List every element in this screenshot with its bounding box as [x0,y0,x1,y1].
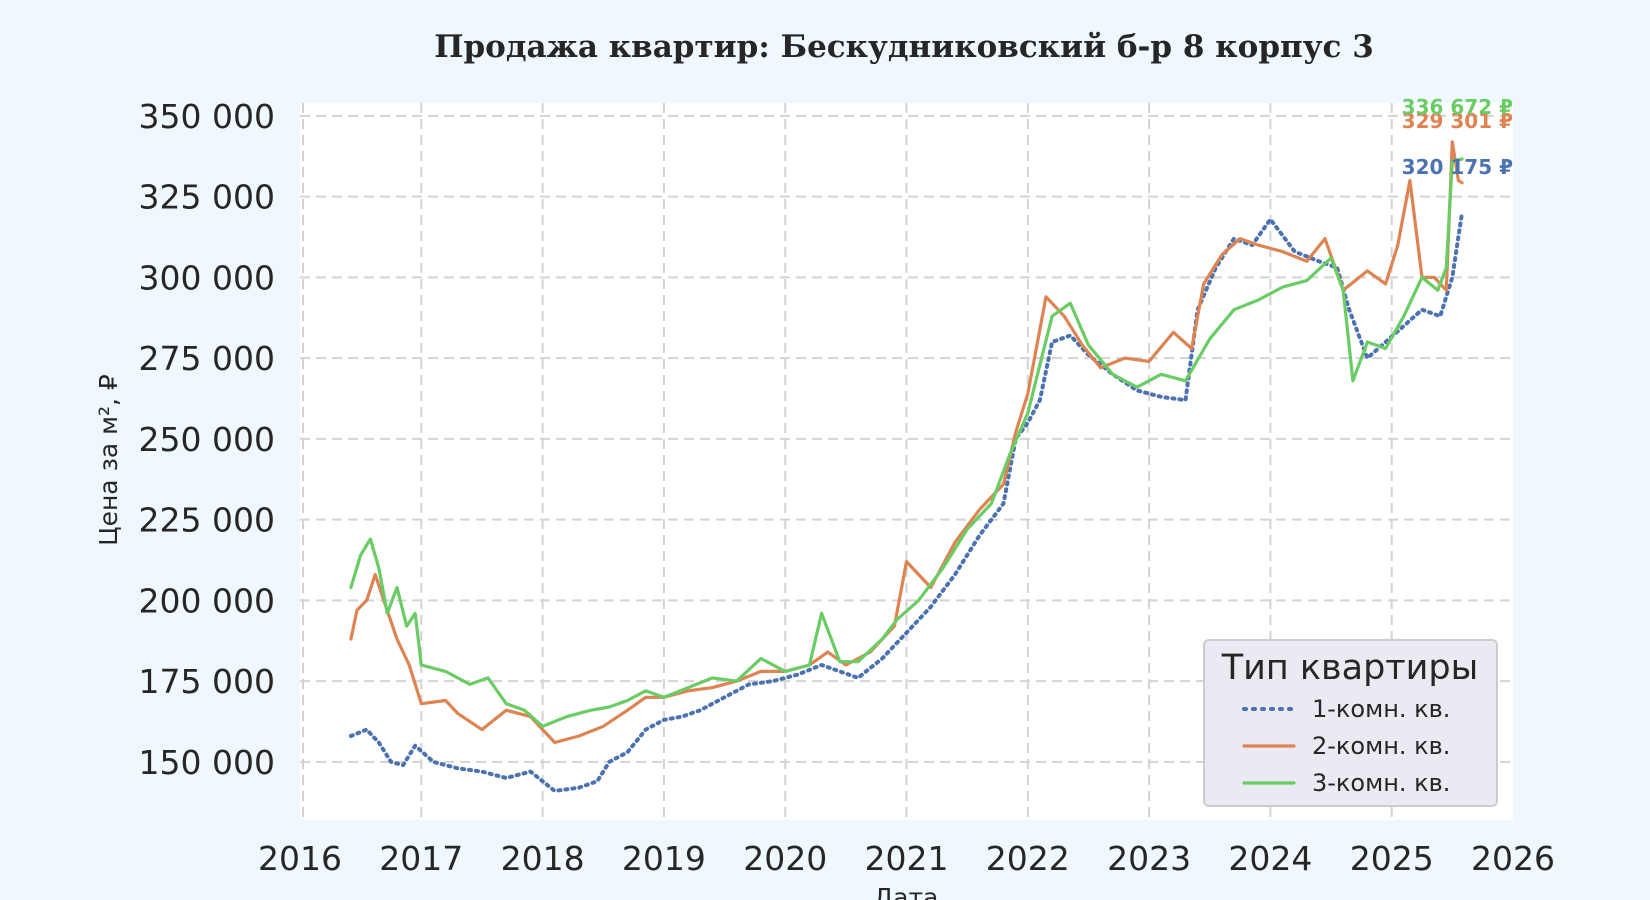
legend-entry-label: 3-комн. кв. [1312,769,1450,797]
series-end-label: 320 175 ₽ [1402,155,1513,179]
x-axis-label: Дата [874,883,939,900]
y-tick-label: 350 000 [139,97,275,136]
y-tick-label: 300 000 [139,258,275,297]
legend-box [1203,639,1498,807]
x-tick-label: 2019 [622,839,706,878]
y-tick-label: 250 000 [139,420,275,459]
y-tick-label: 325 000 [139,178,275,217]
legend-items: 1-комн. кв. 2-комн. кв. 3-комн. кв. [1242,695,1450,797]
series-layer [348,140,1465,793]
y-tick-label: 200 000 [139,581,275,620]
x-tick-label: 2021 [865,839,949,878]
legend-title: Тип квартиры [1221,648,1479,688]
x-tick-label: 2016 [258,839,342,878]
series-end-label: 329 301 ₽ [1402,109,1513,133]
legend-entry-label: 2-комн. кв. [1312,732,1450,760]
y-tick-label: 150 000 [139,743,275,782]
x-tick-label: 2023 [1107,839,1191,878]
x-tick-label: 2017 [379,839,463,878]
y-axis-ticks: 150 000 175 000 200 000 225 000 250 000 275 0… [139,97,275,782]
x-tick-label: 2026 [1471,839,1555,878]
legend: Тип квартиры 1-комн. кв. 2-комн. кв. 3-ком… [1203,639,1498,807]
y-axis-label: Цена за м², ₽ [94,374,123,546]
x-tick-label: 2022 [986,839,1070,878]
x-tick-label: 2020 [743,839,827,878]
series-line-3 [349,157,1464,728]
y-tick-label: 275 000 [139,339,275,378]
y-tick-label: 225 000 [139,501,275,540]
x-tick-label: 2024 [1228,839,1312,878]
x-tick-label: 2025 [1350,839,1434,878]
series-line-1 [348,210,1465,793]
x-axis-ticks: 2016 2017 2018 2019 2020 2021 2022 2023 2024 2025… [258,839,1555,878]
chart-title: Продажа квартир: Бескудниковский б-р 8 к… [434,29,1374,65]
y-tick-label: 175 000 [139,662,275,701]
x-tick-label: 2018 [501,839,585,878]
end-labels: 320 175 ₽ 329 301 ₽336 672 ₽ [1402,95,1513,179]
legend-entry-label: 1-комн. кв. [1312,695,1450,723]
series-end-label: 336 672 ₽ [1402,95,1513,119]
